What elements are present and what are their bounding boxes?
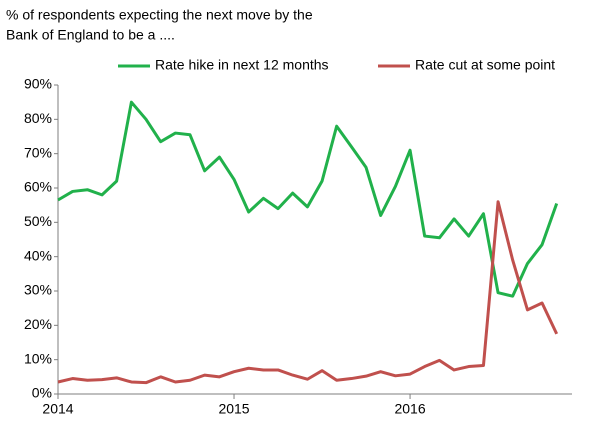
series-line <box>57 200 559 385</box>
legend-label: Rate hike in next 12 months <box>155 57 329 73</box>
x-tick-label: 2016 <box>394 401 425 417</box>
legend-label: Rate cut at some point <box>415 57 555 73</box>
y-tick-label: 40% <box>24 247 52 263</box>
y-tick-label: 70% <box>24 144 52 160</box>
x-tick-label: 2015 <box>218 401 249 417</box>
y-tick-label: 30% <box>24 282 52 298</box>
y-tick-label: 80% <box>24 110 52 126</box>
chart-title-line: % of respondents expecting the next move… <box>6 7 313 23</box>
y-tick-label: 20% <box>24 316 52 332</box>
y-tick-label: 0% <box>32 385 52 401</box>
y-tick-label: 60% <box>24 179 52 195</box>
chart-title-line: Bank of England to be a .... <box>6 27 175 43</box>
y-tick-label: 10% <box>24 350 52 366</box>
y-tick-label: 90% <box>24 76 52 92</box>
x-tick-label: 2014 <box>42 401 73 417</box>
y-tick-label: 50% <box>24 213 52 229</box>
series-line <box>57 100 559 298</box>
